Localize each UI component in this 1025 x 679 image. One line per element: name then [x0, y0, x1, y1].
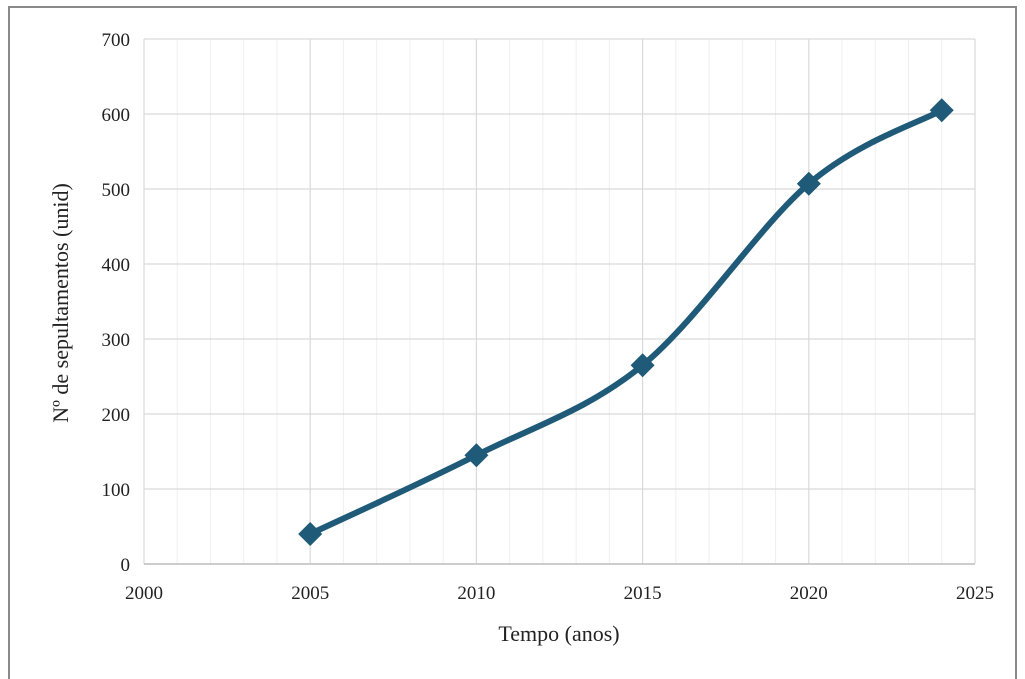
y-tick-label: 600 [102, 105, 131, 126]
x-tick-label: 2015 [624, 583, 662, 604]
series-layer [298, 98, 954, 546]
x-axis-ticks: 2000 2005 2010 2015 2020 2025 [125, 583, 994, 604]
x-tick-label: 2025 [956, 583, 994, 604]
data-point-marker [298, 522, 323, 546]
y-axis-title: Nº de sepultamentos (unid) [48, 183, 73, 423]
y-tick-label: 700 [102, 30, 131, 51]
y-tick-label: 500 [102, 180, 131, 201]
chart-frame [8, 6, 1017, 679]
y-tick-label: 200 [102, 405, 131, 426]
data-point-marker [796, 171, 821, 196]
minor-gridlines [176, 39, 943, 564]
y-tick-label: 400 [102, 255, 131, 276]
data-point-marker [464, 443, 489, 468]
x-axis-title: Tempo (anos) [498, 621, 619, 646]
series-line [307, 107, 945, 537]
x-tick-label: 2020 [790, 583, 828, 604]
data-point-marker [929, 98, 954, 123]
y-tick-label: 100 [102, 480, 131, 501]
data-point-marker [630, 353, 655, 378]
x-tick-label: 2005 [291, 583, 329, 604]
y-tick-label: 0 [121, 555, 131, 576]
major-gridlines [143, 38, 976, 565]
y-tick-label: 300 [102, 330, 131, 351]
x-tick-label: 2010 [457, 583, 495, 604]
y-axis-ticks: 0 100 200 300 400 500 600 700 [102, 30, 131, 576]
x-tick-label: 2000 [125, 583, 163, 604]
